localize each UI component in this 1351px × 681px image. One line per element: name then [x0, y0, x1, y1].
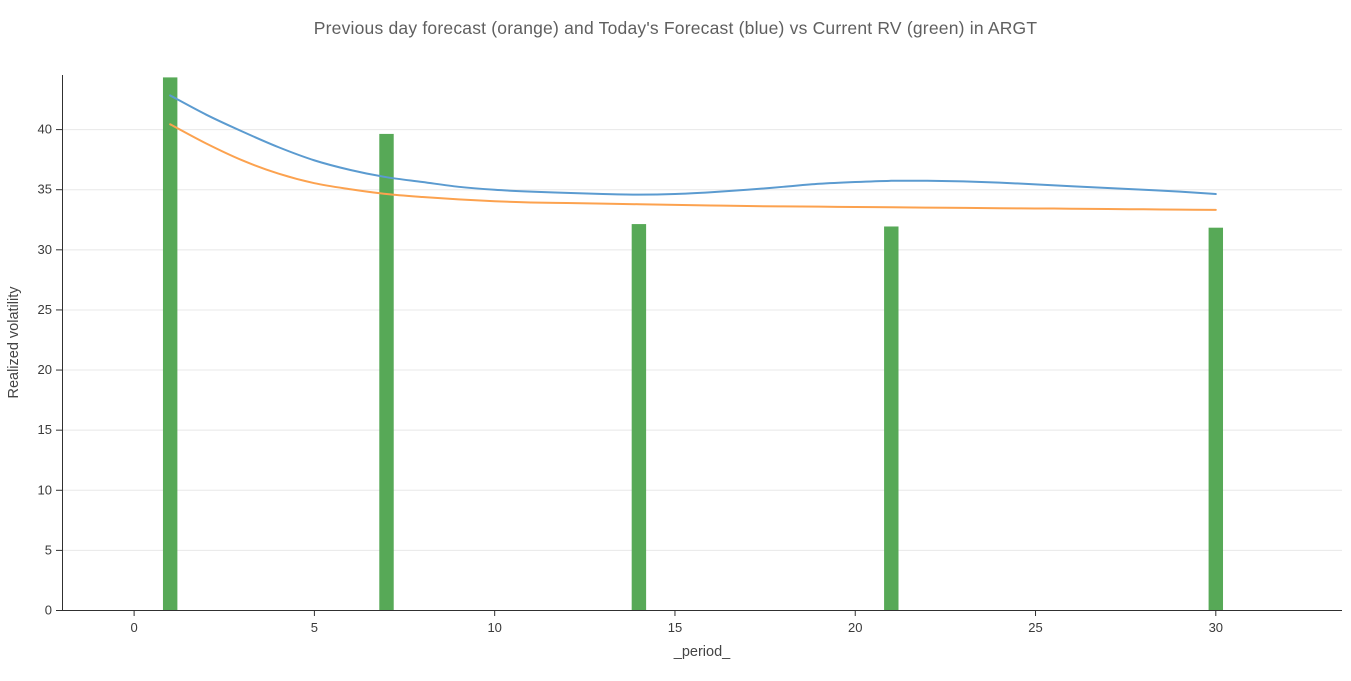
- y-tick-label: 40: [38, 122, 52, 137]
- y-tick-label: 20: [38, 362, 52, 377]
- y-tick-label: 30: [38, 242, 52, 257]
- y-tick-label: 5: [45, 542, 52, 557]
- y-tick-label: 0: [45, 603, 52, 618]
- x-tick-label: 10: [487, 620, 501, 635]
- y-tick-label: 35: [38, 182, 52, 197]
- y-tick-label: 25: [38, 302, 52, 317]
- x-tick-label: 25: [1028, 620, 1042, 635]
- forecast-line-today-s-forecast: [169, 94, 1217, 196]
- rv-bar: [1208, 227, 1224, 610]
- rv-bar: [379, 133, 394, 611]
- y-tick-label: 10: [38, 482, 52, 497]
- rv-bar: [884, 226, 899, 610]
- forecast-line-previous-day-forecast: [169, 123, 1217, 211]
- rv-bar: [631, 224, 647, 610]
- x-tick-label: 20: [848, 620, 862, 635]
- x-tick-label: 0: [130, 620, 137, 635]
- chart-title: Previous day forecast (orange) and Today…: [313, 18, 1038, 38]
- y-tick-label: 15: [38, 422, 52, 437]
- x-tick-label: 30: [1209, 620, 1223, 635]
- x-axis-label: _period_: [673, 644, 731, 660]
- rv-bar: [162, 77, 178, 611]
- y-axis-label: Realized volatility: [6, 286, 22, 399]
- x-tick-label: 5: [311, 620, 318, 635]
- x-tick-label: 15: [668, 620, 682, 635]
